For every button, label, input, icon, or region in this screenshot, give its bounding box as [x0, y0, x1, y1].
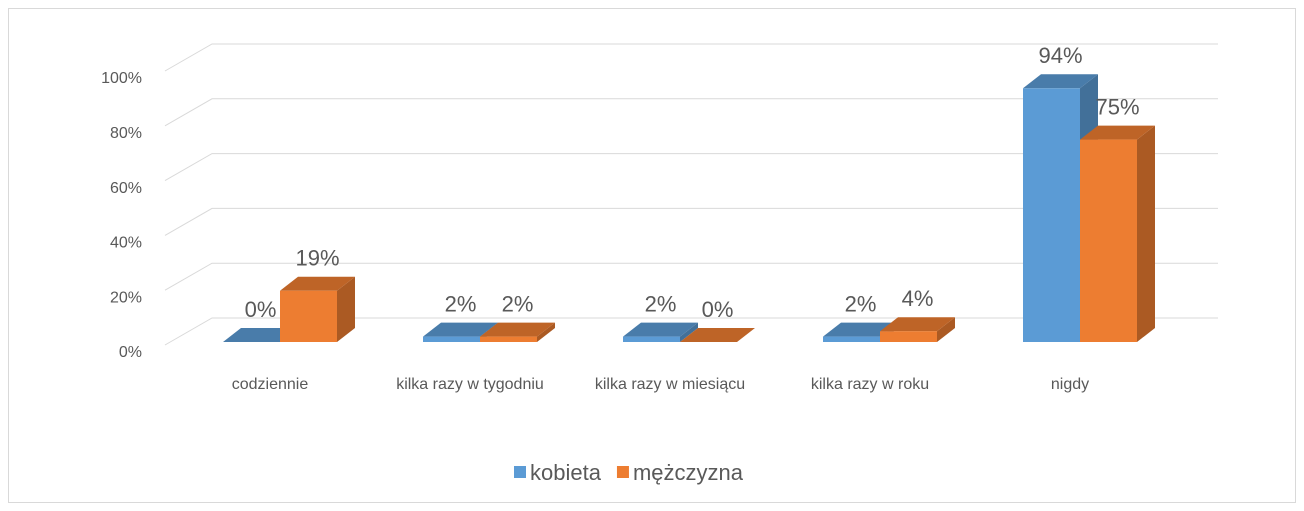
bar [480, 336, 537, 342]
y-tick-label: 0% [119, 344, 142, 361]
data-label: 19% [295, 246, 339, 271]
x-tick-label: kilka razy w roku [810, 376, 930, 393]
bar [623, 336, 680, 342]
bar-top [480, 322, 555, 337]
grid-line [164, 153, 1218, 182]
data-label: 4% [902, 286, 934, 311]
data-label: 2% [645, 291, 677, 316]
legend-swatch [514, 466, 526, 478]
grid-line [164, 262, 1218, 291]
data-label: 75% [1095, 94, 1139, 119]
bar [280, 290, 337, 342]
x-tick-label: codziennie [231, 376, 309, 393]
grid-line [164, 43, 1218, 72]
y-tick-label: 80% [110, 125, 142, 142]
legend-label: mężczyzna [633, 460, 744, 485]
bar [823, 336, 880, 342]
bar-top [680, 328, 755, 342]
data-label: 2% [445, 291, 477, 316]
legend-swatch [616, 466, 629, 478]
bar-top [223, 328, 298, 342]
bar-side [680, 322, 698, 342]
grid-line [164, 98, 1218, 127]
bar-top [823, 322, 898, 337]
bar-top [1023, 74, 1098, 89]
bar-side [337, 276, 355, 342]
legend-label: kobieta [530, 460, 602, 485]
grid-line [164, 317, 1218, 346]
y-tick-label: 20% [110, 289, 142, 306]
bar-side [937, 317, 955, 342]
bar-top [423, 322, 498, 337]
y-tick-label: 40% [110, 235, 142, 252]
y-tick-label: 100% [101, 70, 142, 87]
bar-top [280, 276, 355, 291]
data-label: 94% [1038, 43, 1082, 68]
bar [880, 331, 937, 342]
bar [1080, 139, 1137, 342]
bar-side [1137, 125, 1155, 343]
grid-line [164, 207, 1218, 236]
bar-top [623, 322, 698, 337]
bar [1023, 88, 1080, 342]
data-label: 2% [502, 291, 534, 316]
x-tick-label: kilka razy w tygodniu [396, 376, 544, 393]
data-label: 0% [702, 297, 734, 322]
data-label: 0% [245, 297, 277, 322]
y-tick-label: 60% [110, 180, 142, 197]
bar [423, 336, 480, 342]
data-label: 2% [845, 291, 877, 316]
x-tick-label: nigdy [1050, 376, 1090, 393]
bar-top [880, 317, 955, 332]
x-tick-label: kilka razy w miesiącu [594, 376, 746, 393]
bar-side [537, 322, 555, 342]
bar-top [1080, 125, 1155, 140]
